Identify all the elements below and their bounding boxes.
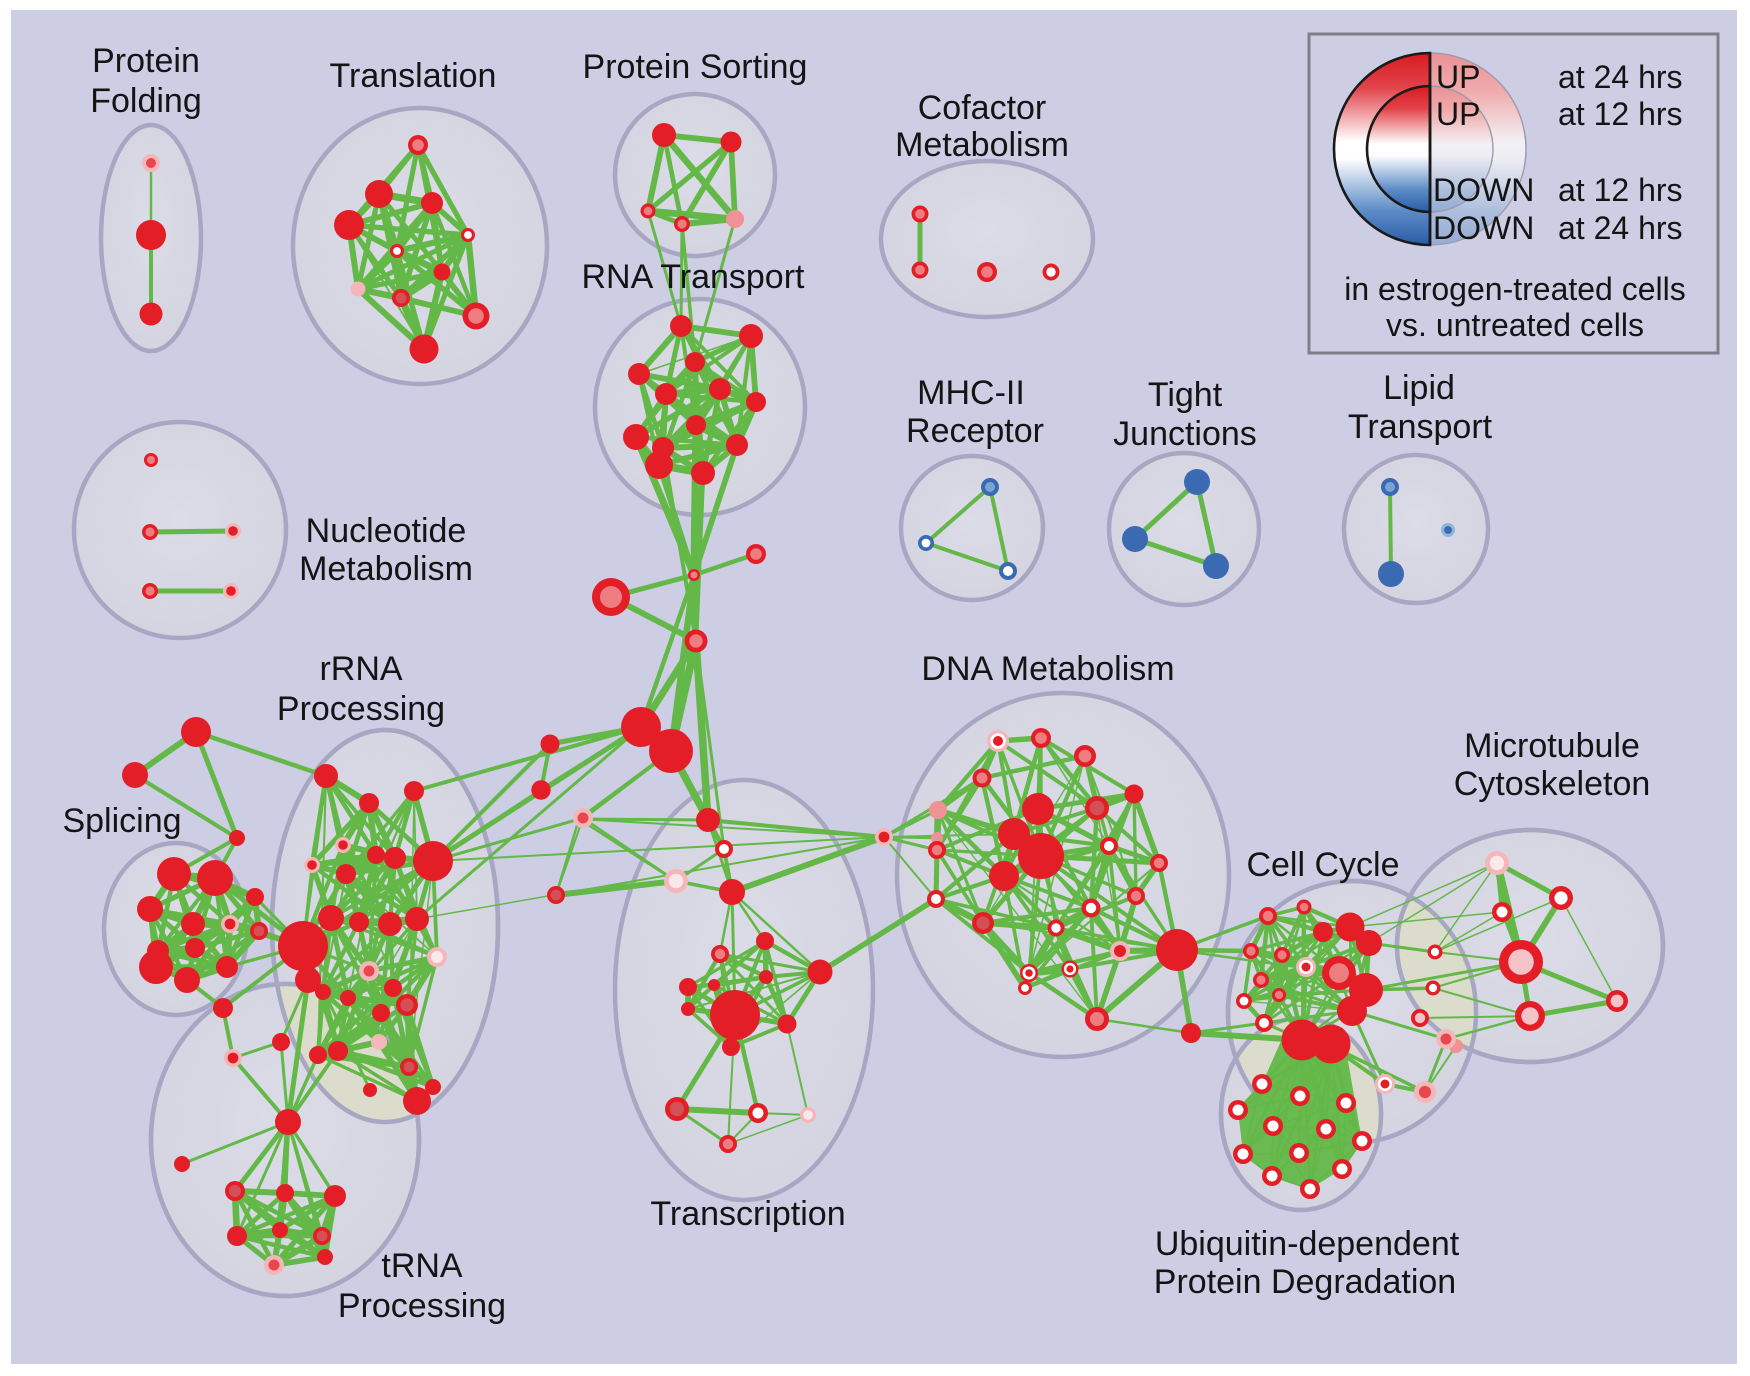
svg-text:at 24 hrs: at 24 hrs xyxy=(1558,210,1683,246)
svg-text:Cofactor: Cofactor xyxy=(918,89,1047,127)
svg-text:Protein: Protein xyxy=(92,42,200,80)
svg-text:in estrogen-treated cells: in estrogen-treated cells xyxy=(1344,271,1686,307)
svg-text:DOWN: DOWN xyxy=(1433,172,1534,208)
svg-text:Protein Sorting: Protein Sorting xyxy=(583,48,808,86)
svg-text:Microtubule: Microtubule xyxy=(1464,727,1640,765)
svg-text:Metabolism: Metabolism xyxy=(895,126,1069,164)
svg-text:rRNA: rRNA xyxy=(319,650,402,688)
svg-text:Cell Cycle: Cell Cycle xyxy=(1246,846,1399,884)
svg-text:Transcription: Transcription xyxy=(650,1195,845,1233)
svg-text:Lipid: Lipid xyxy=(1383,369,1455,407)
svg-text:Junctions: Junctions xyxy=(1113,415,1257,453)
svg-text:UP: UP xyxy=(1436,59,1480,95)
svg-text:tRNA: tRNA xyxy=(381,1247,463,1285)
svg-text:at 24 hrs: at 24 hrs xyxy=(1558,59,1683,95)
svg-text:at 12 hrs: at 12 hrs xyxy=(1558,172,1683,208)
svg-text:Tight: Tight xyxy=(1148,376,1223,414)
svg-text:at 12 hrs: at 12 hrs xyxy=(1558,96,1683,132)
svg-text:Receptor: Receptor xyxy=(906,412,1044,450)
svg-text:RNA Transport: RNA Transport xyxy=(582,258,806,296)
svg-text:Protein Degradation: Protein Degradation xyxy=(1154,1263,1456,1301)
svg-text:Transport: Transport xyxy=(1348,408,1493,446)
svg-text:UP: UP xyxy=(1436,96,1480,132)
svg-text:Processing: Processing xyxy=(277,690,445,728)
svg-text:Cytoskeleton: Cytoskeleton xyxy=(1454,765,1651,803)
svg-text:DOWN: DOWN xyxy=(1433,210,1534,246)
svg-text:Metabolism: Metabolism xyxy=(299,550,473,588)
svg-text:vs. untreated cells: vs. untreated cells xyxy=(1386,307,1644,343)
svg-text:MHC-II: MHC-II xyxy=(917,374,1025,412)
svg-text:Nucleotide: Nucleotide xyxy=(306,512,467,550)
svg-text:Splicing: Splicing xyxy=(62,802,181,840)
svg-text:DNA Metabolism: DNA Metabolism xyxy=(921,650,1174,688)
svg-text:Processing: Processing xyxy=(338,1287,506,1325)
svg-text:Folding: Folding xyxy=(90,82,202,120)
svg-text:Translation: Translation xyxy=(330,57,497,95)
svg-text:Ubiquitin-dependent: Ubiquitin-dependent xyxy=(1155,1225,1460,1263)
